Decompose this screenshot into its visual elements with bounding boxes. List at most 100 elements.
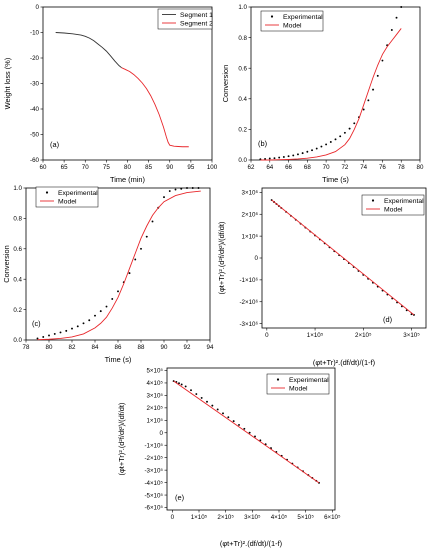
x-tick-label: 78 xyxy=(23,344,30,351)
x-tick-label: 65 xyxy=(61,164,68,171)
x-tick-label: 90 xyxy=(161,344,168,351)
data-point xyxy=(232,420,235,423)
y-tick-label: 1.0 xyxy=(13,185,22,192)
y-tick-label: 3×10⁶ xyxy=(242,190,259,197)
data-point xyxy=(268,157,271,160)
y-tick-label: 4×10⁵ xyxy=(146,380,163,387)
y-tick-label: 0.0 xyxy=(13,337,22,344)
data-point xyxy=(362,108,365,111)
y-axis-title: Conversion xyxy=(221,65,230,102)
legend-label: Experimental xyxy=(283,14,323,21)
legend-swatch xyxy=(270,15,274,18)
data-point xyxy=(184,385,187,388)
x-tick-label: 62 xyxy=(248,164,255,171)
data-point xyxy=(99,310,102,313)
data-point xyxy=(140,247,142,250)
x-tick-label: 80 xyxy=(417,164,424,171)
y-tick-label: 0 xyxy=(160,430,164,437)
data-point xyxy=(264,157,267,160)
data-point xyxy=(180,383,183,386)
panel-label: (c) xyxy=(32,319,41,328)
data-point xyxy=(128,272,131,275)
y-tick-label: -40 xyxy=(30,106,40,113)
legend-swatch xyxy=(276,378,280,381)
data-point xyxy=(186,187,188,189)
x-tick-label: 1×10⁵ xyxy=(307,332,324,339)
x-axis-title: (φt+Tr)².(df/dt)/(1-f) xyxy=(313,358,375,367)
legend-label: Model xyxy=(384,206,403,213)
x-tick-label: 78 xyxy=(398,164,405,171)
chart-panel-a: 60 65 70 75 80 85 90 95 100 -60 -50 -40 -30 -20 -10 0 Ti… xyxy=(3,4,218,184)
data-point xyxy=(42,336,45,338)
data-point xyxy=(48,334,50,337)
x-tick-label: 80 xyxy=(46,344,53,351)
y-tick-label: 2×10⁵ xyxy=(146,405,163,412)
plot-frame xyxy=(25,187,211,341)
x-tick-label: 70 xyxy=(323,164,330,171)
data-point xyxy=(278,156,281,159)
data-point xyxy=(222,412,224,415)
x-tick-label: 6×10⁵ xyxy=(324,514,341,521)
data-point xyxy=(111,298,114,300)
y-tick-label: 0 xyxy=(255,255,259,262)
data-point xyxy=(292,154,295,157)
panel-label: (a) xyxy=(50,140,59,149)
y-tick-label: 0.4 xyxy=(13,276,22,283)
panel-label: (e) xyxy=(175,493,184,502)
x-tick-label: 90 xyxy=(166,164,173,171)
data-point xyxy=(206,400,208,403)
data-point xyxy=(296,153,299,156)
y-axis-title: (φt+Tr)².(d²f/dt²)/(df/dt) xyxy=(117,403,126,476)
data-point xyxy=(168,190,171,192)
data-point xyxy=(145,235,148,238)
data-point xyxy=(259,439,262,442)
x-tick-label: 72 xyxy=(341,164,348,171)
y-tick-label: -30 xyxy=(30,81,40,88)
x-tick-label: 2×10⁵ xyxy=(217,514,234,521)
data-point xyxy=(238,423,240,426)
legend-label: Experimental xyxy=(58,190,98,197)
y-tick-label: 1×10⁶ xyxy=(242,233,259,240)
x-tick-label: 84 xyxy=(92,344,99,351)
y-tick-label: 3×10⁵ xyxy=(146,393,163,400)
data-point xyxy=(94,314,96,317)
x-tick-label: 66 xyxy=(285,164,292,171)
data-point xyxy=(400,6,403,8)
panel-label: (d) xyxy=(383,315,392,324)
series-line-segment-2 xyxy=(121,67,189,148)
legend-label: Experimental xyxy=(384,198,424,205)
x-tick-label: 4×10⁵ xyxy=(271,514,288,521)
x-tick-label: 86 xyxy=(115,344,122,351)
x-tick-label: 75 xyxy=(103,164,110,171)
y-tick-label: -10 xyxy=(30,30,40,37)
data-point xyxy=(227,416,230,419)
chart-panel-b: 62 64 66 68 70 72 74 76 78 80 0.0 0.2 0.4 0.6 0.8 1.0 Ti… xyxy=(221,4,424,184)
data-point xyxy=(287,155,290,158)
legend-box xyxy=(361,194,425,216)
x-tick-label: 76 xyxy=(379,164,386,171)
data-point xyxy=(348,127,351,130)
x-tick-label: 94 xyxy=(207,344,214,351)
data-point xyxy=(178,382,180,385)
x-tick-label: 95 xyxy=(187,164,194,171)
data-point xyxy=(105,305,108,308)
x-tick-label: 70 xyxy=(82,164,89,171)
y-tick-label: 0.2 xyxy=(13,307,22,314)
legend-label: Model xyxy=(289,385,308,392)
y-tick-label: 0.0 xyxy=(238,157,247,164)
data-point xyxy=(59,331,62,334)
data-point xyxy=(254,435,256,438)
data-point xyxy=(36,337,39,340)
y-axis-title: Weight loss (%) xyxy=(3,58,12,110)
y-tick-label: -2×10⁶ xyxy=(239,299,258,306)
y-tick-label: -50 xyxy=(30,132,40,139)
legend-label: Segment 1 xyxy=(180,12,213,19)
x-tick-label: 3×10⁵ xyxy=(244,514,261,521)
y-tick-label: -20 xyxy=(30,55,40,62)
y-tick-label: 5×10⁵ xyxy=(146,368,163,375)
x-tick-label: 1×10⁵ xyxy=(191,514,208,521)
data-point xyxy=(151,220,154,223)
